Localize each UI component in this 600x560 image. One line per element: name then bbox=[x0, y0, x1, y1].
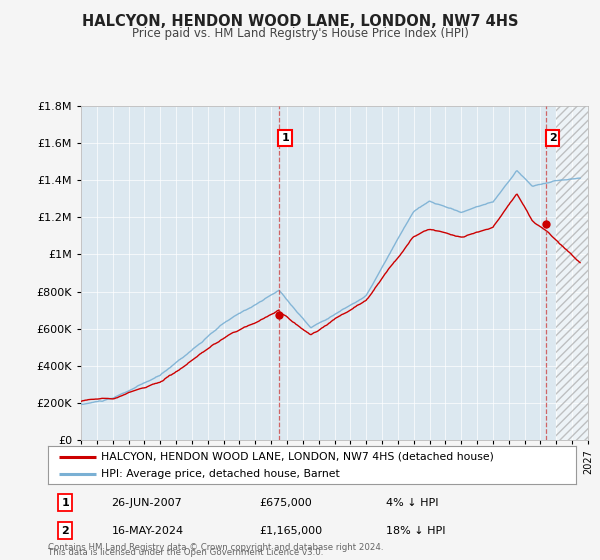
Text: HPI: Average price, detached house, Barnet: HPI: Average price, detached house, Barn… bbox=[101, 469, 340, 479]
Text: 1: 1 bbox=[281, 133, 289, 143]
Text: £675,000: £675,000 bbox=[259, 498, 312, 507]
Text: HALCYON, HENDON WOOD LANE, LONDON, NW7 4HS: HALCYON, HENDON WOOD LANE, LONDON, NW7 4… bbox=[82, 14, 518, 29]
Text: £1,165,000: £1,165,000 bbox=[259, 526, 322, 535]
Text: Contains HM Land Registry data © Crown copyright and database right 2024.: Contains HM Land Registry data © Crown c… bbox=[48, 543, 383, 552]
Bar bbox=[556, 106, 588, 440]
Bar bbox=[556, 106, 588, 440]
Text: 2: 2 bbox=[61, 526, 69, 535]
Text: HALCYON, HENDON WOOD LANE, LONDON, NW7 4HS (detached house): HALCYON, HENDON WOOD LANE, LONDON, NW7 4… bbox=[101, 451, 494, 461]
Text: Price paid vs. HM Land Registry's House Price Index (HPI): Price paid vs. HM Land Registry's House … bbox=[131, 27, 469, 40]
Text: 1: 1 bbox=[61, 498, 69, 507]
Text: 18% ↓ HPI: 18% ↓ HPI bbox=[386, 526, 445, 535]
Text: 16-MAY-2024: 16-MAY-2024 bbox=[112, 526, 184, 535]
Text: 26-JUN-2007: 26-JUN-2007 bbox=[112, 498, 182, 507]
Text: 4% ↓ HPI: 4% ↓ HPI bbox=[386, 498, 439, 507]
Text: 2: 2 bbox=[549, 133, 557, 143]
Text: This data is licensed under the Open Government Licence v3.0.: This data is licensed under the Open Gov… bbox=[48, 548, 323, 557]
